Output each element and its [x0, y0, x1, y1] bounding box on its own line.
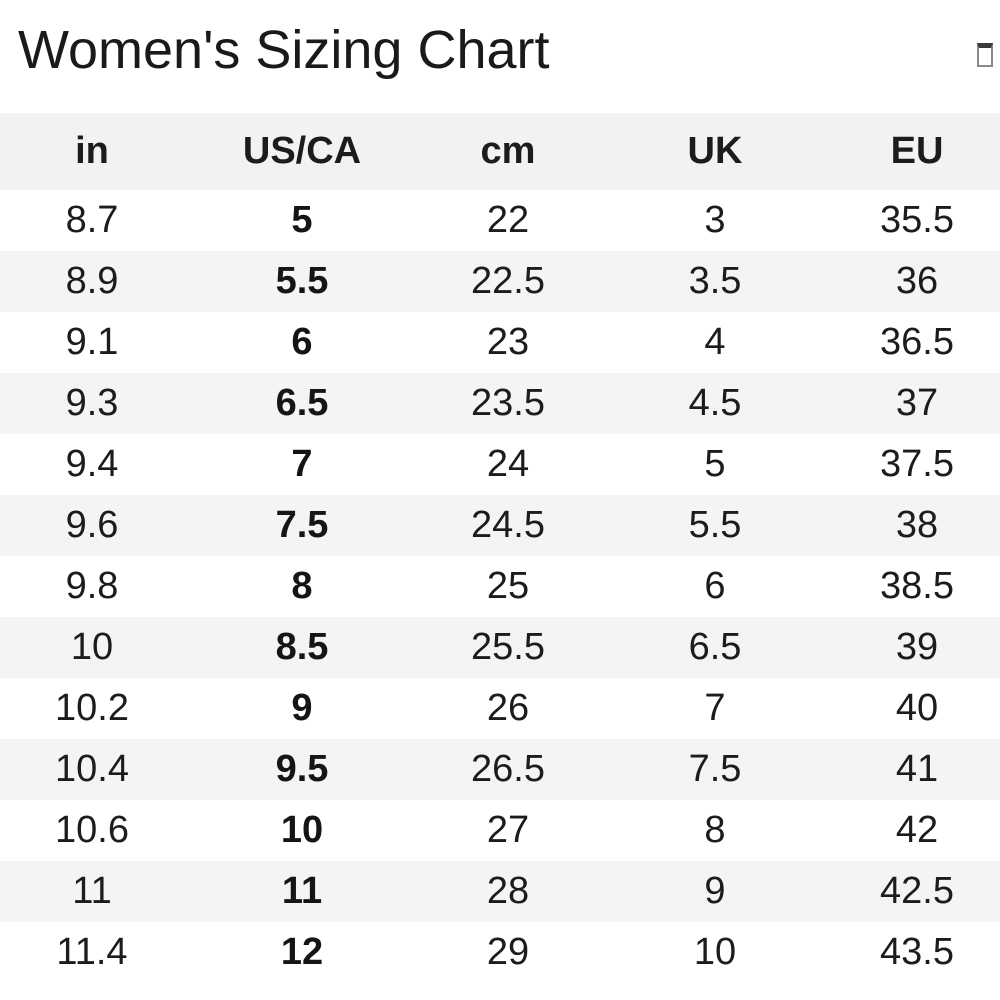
column-header-uk: UK	[687, 130, 743, 172]
page-title: Women's Sizing Chart	[18, 20, 550, 80]
table-cell: 10	[280, 809, 324, 851]
table-cell: 10.6	[55, 809, 129, 851]
table-cell: 38	[895, 504, 939, 546]
table-cell: 10	[70, 626, 114, 668]
table-cell: 22	[486, 199, 530, 241]
table-cell: 7.5	[275, 504, 329, 546]
table-row: 11 11 28 9 42.5	[0, 861, 1000, 922]
table-cell: 9.3	[65, 382, 119, 424]
table-cell: 5	[291, 199, 313, 241]
table-cell: 37	[895, 382, 939, 424]
table-cell: 36	[895, 260, 939, 302]
table-cell: 25	[486, 565, 530, 607]
table-row: 9.1 6 23 4 36.5	[0, 312, 1000, 373]
table-cell: 8.9	[65, 260, 119, 302]
table-row: 8.9 5.5 22.5 3.5 36	[0, 251, 1000, 312]
table-cell: 41	[895, 748, 939, 790]
table-cell: 6.5	[688, 626, 742, 668]
table-cell: 10.2	[55, 687, 129, 729]
table-cell: 8.7	[65, 199, 119, 241]
table-cell: 8.5	[275, 626, 329, 668]
table-cell: 42	[895, 809, 939, 851]
table-cell: 4.5	[688, 382, 742, 424]
table-cell: 3.5	[688, 260, 742, 302]
table-cell: 9	[291, 687, 313, 729]
table-cell: 7.5	[688, 748, 742, 790]
table-cell: 38.5	[880, 565, 954, 607]
table-cell: 11.4	[56, 931, 128, 973]
table-cell: 12	[280, 931, 324, 973]
table-cell: 9.5	[275, 748, 329, 790]
table-cell: 24	[486, 443, 530, 485]
table-cell: 9.8	[65, 565, 119, 607]
table-cell: 43.5	[880, 931, 954, 973]
table-cell: 9	[704, 870, 726, 912]
table-cell: 29	[486, 931, 530, 973]
sizing-table: in US/CA cm UK EU 8.7 5 22 3 35.5 8.9 5.5 22.5 3.5 36…	[0, 113, 1000, 983]
placeholder-box-icon	[977, 43, 993, 67]
table-cell: 10	[693, 931, 737, 973]
table-row: 9.8 8 25 6 38.5	[0, 556, 1000, 617]
table-cell: 6.5	[275, 382, 329, 424]
table-cell: 11	[72, 870, 112, 912]
table-cell: 10.4	[55, 748, 129, 790]
table-cell: 7	[291, 443, 313, 485]
column-header-cm: cm	[480, 130, 536, 172]
column-header-in: in	[75, 130, 109, 172]
table-cell: 7	[704, 687, 726, 729]
table-row: 11.4 12 29 10 43.5	[0, 922, 1000, 983]
table-cell: 6	[704, 565, 726, 607]
table-row: 10.2 9 26 7 40	[0, 678, 1000, 739]
table-cell: 8	[291, 565, 313, 607]
table-cell: 35.5	[880, 199, 954, 241]
table-cell: 42.5	[880, 870, 954, 912]
table-cell: 11	[281, 870, 323, 912]
table-cell: 25.5	[471, 626, 545, 668]
table-cell: 9.6	[65, 504, 119, 546]
table-cell: 8	[704, 809, 726, 851]
table-row: 10 8.5 25.5 6.5 39	[0, 617, 1000, 678]
title-bar: Women's Sizing Chart	[0, 0, 1000, 113]
table-row: 9.4 7 24 5 37.5	[0, 434, 1000, 495]
table-row: 9.3 6.5 23.5 4.5 37	[0, 373, 1000, 434]
table-row: 10.4 9.5 26.5 7.5 41	[0, 739, 1000, 800]
header-row: in US/CA cm UK EU	[0, 113, 1000, 190]
table-cell: 26	[486, 687, 530, 729]
column-header-us-ca: US/CA	[242, 130, 362, 172]
table-cell: 9.4	[65, 443, 119, 485]
table-row: 9.6 7.5 24.5 5.5 38	[0, 495, 1000, 556]
table-cell: 27	[486, 809, 530, 851]
table-cell: 40	[895, 687, 939, 729]
table-cell: 23.5	[471, 382, 545, 424]
table-cell: 39	[895, 626, 939, 668]
table-cell: 3	[704, 199, 726, 241]
table-cell: 6	[291, 321, 313, 363]
table-cell: 24.5	[471, 504, 545, 546]
table-cell: 37.5	[880, 443, 954, 485]
table-cell: 23	[486, 321, 530, 363]
table-cell: 28	[486, 870, 530, 912]
table-cell: 5	[704, 443, 726, 485]
table-cell: 4	[704, 321, 726, 363]
column-header-eu: EU	[890, 130, 944, 172]
table-cell: 22.5	[471, 260, 545, 302]
table-cell: 9.1	[65, 321, 119, 363]
table-cell: 5.5	[275, 260, 329, 302]
table-cell: 36.5	[880, 321, 954, 363]
table-row: 8.7 5 22 3 35.5	[0, 190, 1000, 251]
table-cell: 5.5	[688, 504, 742, 546]
table-row: 10.6 10 27 8 42	[0, 800, 1000, 861]
table-cell: 26.5	[471, 748, 545, 790]
